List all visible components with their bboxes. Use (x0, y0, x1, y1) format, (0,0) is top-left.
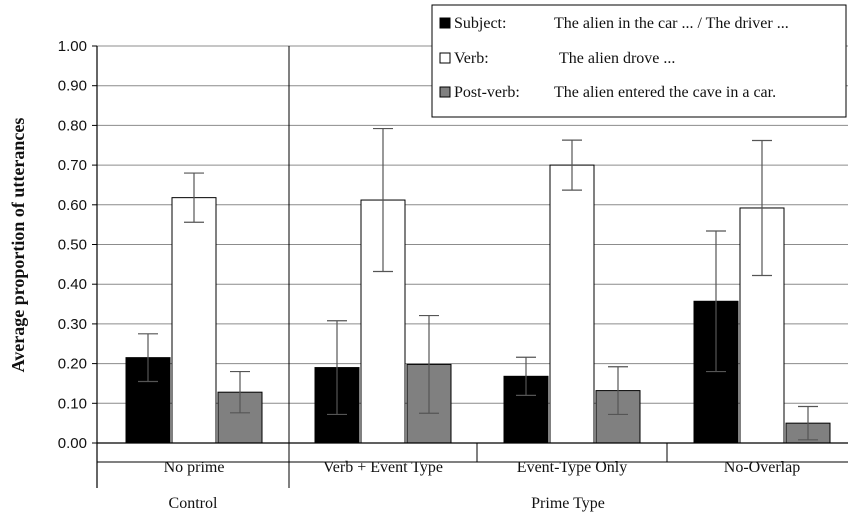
error-bar (798, 405, 818, 441)
legend-description: The alien in the car ... / The driver ..… (554, 15, 789, 32)
legend-box (431, 4, 847, 118)
category-labels: No prime Verb + Event Type Event-Type Only… (164, 459, 801, 512)
bars (125, 164, 831, 444)
legend-swatch (439, 86, 451, 98)
error-bar (608, 366, 628, 416)
y-tick-label: 0.00 (58, 435, 87, 452)
group-label: Control (169, 495, 218, 512)
error-bar (184, 172, 204, 223)
legend-swatch (439, 17, 451, 29)
category-label: Verb + Event Type (323, 459, 443, 476)
y-tick-label: 0.90 (58, 78, 87, 95)
category-label: No prime (164, 459, 225, 476)
axes (96, 46, 848, 488)
error-bar (516, 356, 536, 396)
y-tick-label: 0.60 (58, 197, 87, 214)
y-tick-label: 0.10 (58, 395, 87, 412)
error-bar (419, 314, 439, 414)
y-tick-label: 0.40 (58, 276, 87, 293)
error-bar (706, 230, 726, 373)
y-tick-label: 0.20 (58, 356, 87, 373)
error-bar (373, 127, 393, 273)
group-label: Prime Type (531, 495, 605, 512)
category-label: No-Overlap (724, 459, 800, 476)
legend-name: Verb: (454, 50, 489, 67)
error-bar (752, 139, 772, 277)
y-tick-label: 0.30 (58, 316, 87, 333)
y-axis-label: Average proportion of utterances (8, 118, 28, 373)
legend-name: Subject: (454, 15, 506, 32)
y-tick-labels: 0.00 0.10 0.20 0.30 0.40 0.50 0.60 0.70 0.80 0.90… (58, 38, 87, 452)
y-tick-label: 0.70 (58, 157, 87, 174)
error-bar (562, 139, 582, 191)
y-tick-label: 1.00 (58, 38, 87, 55)
bar (549, 164, 595, 444)
legend-swatch (439, 52, 451, 64)
category-label: Event-Type Only (517, 459, 627, 476)
legend-description: The alien drove ... (559, 50, 675, 67)
legend-description: The alien entered the cave in a car. (554, 84, 776, 101)
bar (125, 357, 171, 444)
error-bar (327, 320, 347, 416)
legend: Subject: The alien in the car ... / The d… (431, 4, 847, 118)
error-bar (138, 333, 158, 383)
legend-name: Post-verb: (454, 84, 520, 101)
error-bars (138, 127, 818, 441)
y-tick-label: 0.50 (58, 237, 87, 254)
error-bar (230, 370, 250, 414)
y-tick-label: 0.80 (58, 117, 87, 134)
bar (171, 197, 217, 444)
